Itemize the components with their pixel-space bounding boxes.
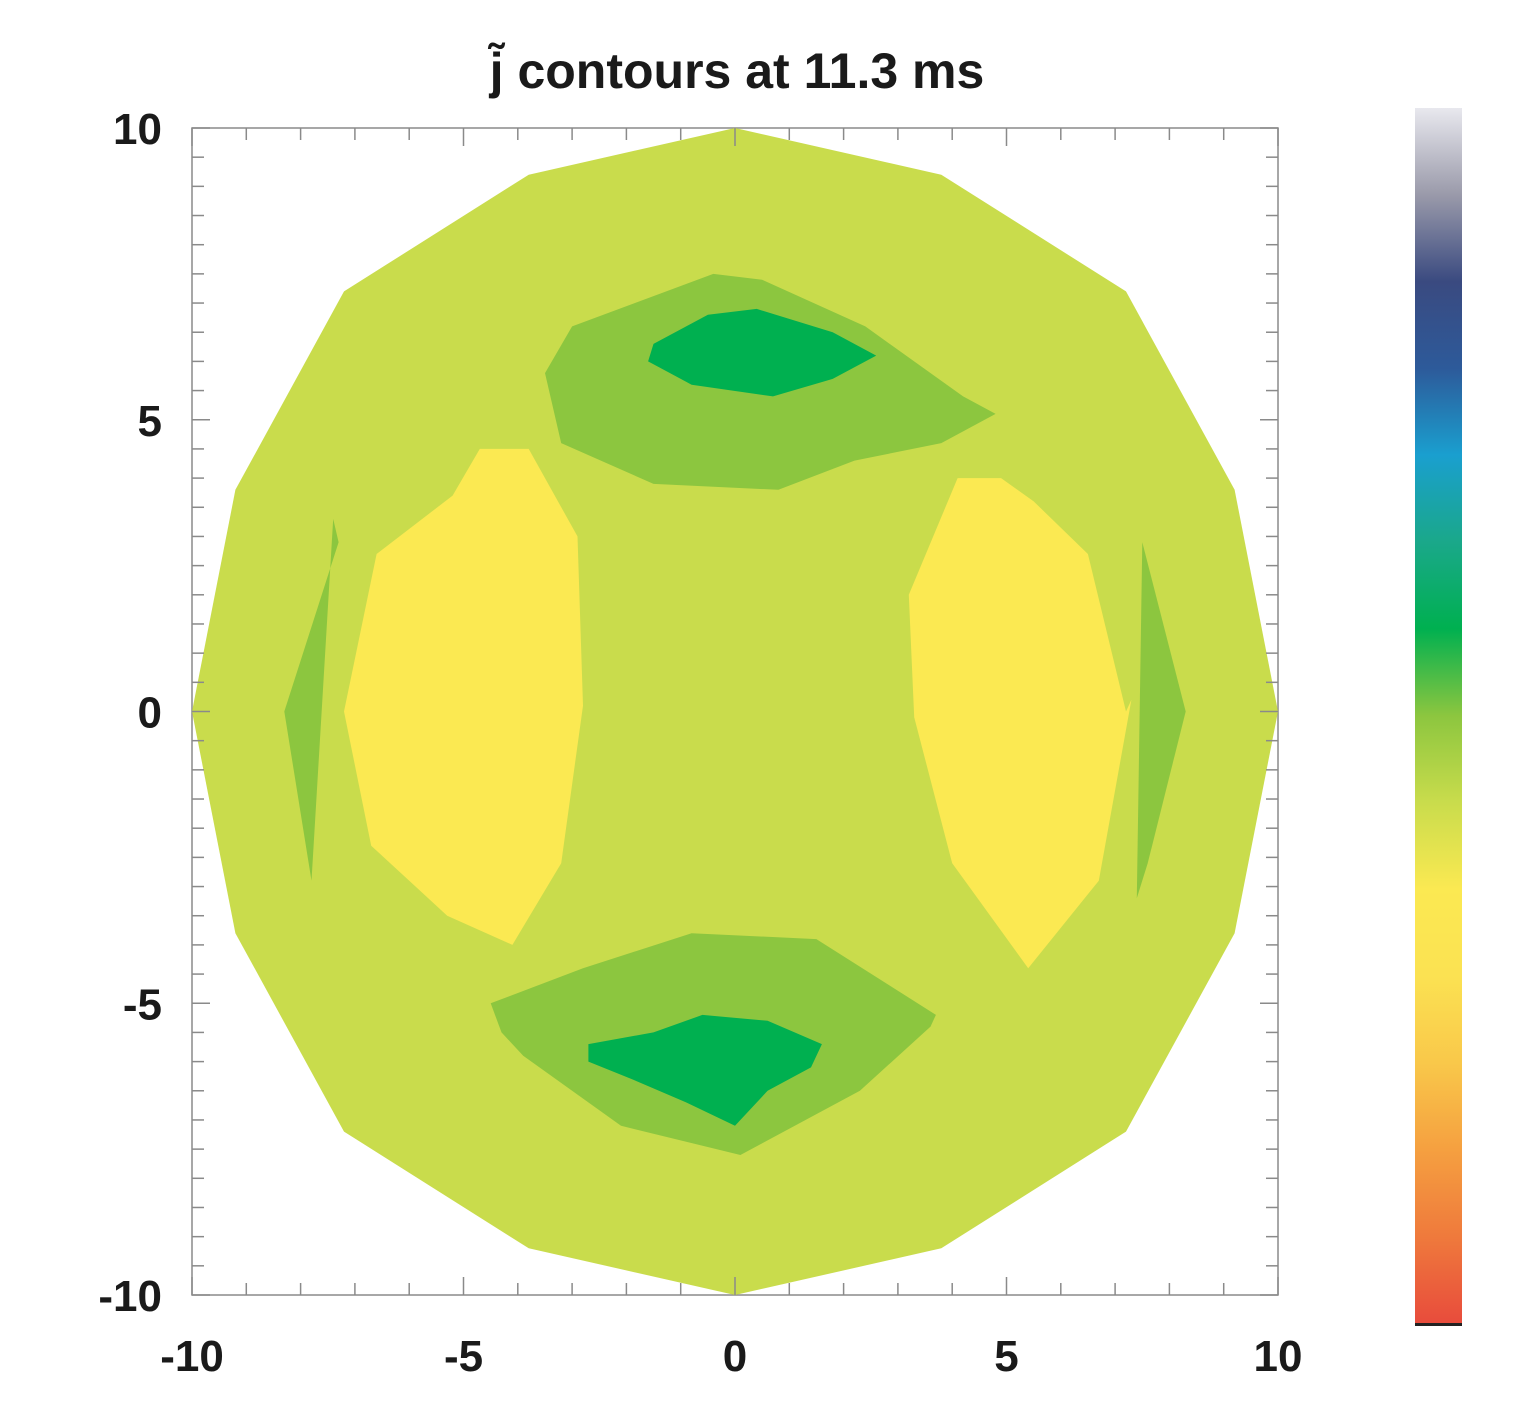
contour-region-left-high-region <box>344 448 583 945</box>
contour-region-top-inner-lobe <box>648 308 877 397</box>
y-tick-label: -5 <box>123 980 162 1029</box>
y-tick-label: 10 <box>113 105 162 154</box>
y-tick-label: 5 <box>138 397 162 446</box>
contour-regions <box>192 128 1278 1295</box>
contour-region-left-edge-sliver <box>284 518 339 881</box>
x-tick-label: 5 <box>994 1332 1018 1381</box>
x-tick-label: 10 <box>1254 1332 1303 1381</box>
contour-region-bottom-inner-lobe <box>588 1014 822 1126</box>
x-tick-label: -5 <box>444 1332 483 1381</box>
chart-title: j̃ contours at 11.3 ms <box>488 43 985 99</box>
x-axis-tick-labels: -10 -5 0 5 10 <box>160 1332 1302 1381</box>
y-axis-tick-labels: 10 5 0 -5 -10 <box>98 105 162 1321</box>
contour-region-domain <box>192 128 1278 1295</box>
x-tick-label: 0 <box>723 1332 747 1381</box>
y-tick-label: 0 <box>138 689 162 738</box>
y-tick-label: -10 <box>98 1272 162 1321</box>
colorbar <box>1415 108 1462 1326</box>
contour-region-right-high-region <box>908 478 1132 969</box>
colorbar-bottom-edge <box>1415 1323 1462 1326</box>
colorbar-gradient <box>1415 108 1462 1323</box>
contour-region-right-edge-sliver <box>1136 542 1186 899</box>
x-tick-label: -10 <box>160 1332 224 1381</box>
plot-area <box>191 127 1279 1296</box>
axis-ticks <box>191 127 1279 1296</box>
